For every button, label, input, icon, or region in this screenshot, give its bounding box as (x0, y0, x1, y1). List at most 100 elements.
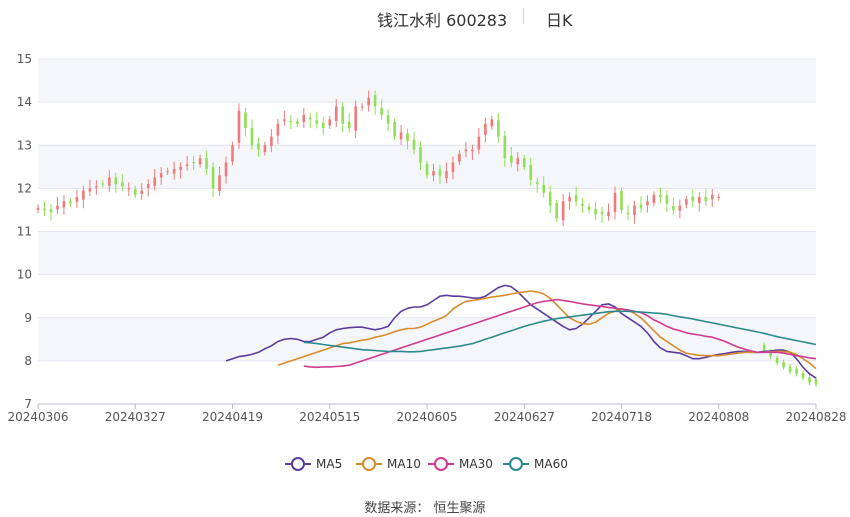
series-line-ma5 (225, 284, 817, 379)
candle (185, 164, 189, 166)
candle (464, 149, 468, 152)
series-line-ma10 (277, 290, 817, 370)
candle (315, 120, 319, 124)
candle (633, 205, 636, 216)
candle (555, 203, 558, 219)
candle (244, 112, 247, 128)
candle (438, 169, 442, 176)
candle (347, 121, 351, 128)
chart-header: 钱江水利 600283 日K (0, 0, 850, 32)
candle (257, 143, 260, 150)
candle (762, 344, 766, 351)
candle (665, 195, 669, 204)
candle (224, 162, 228, 177)
candle (198, 158, 202, 165)
candle (334, 106, 338, 122)
legend-item-ma30[interactable]: MA30 (428, 457, 493, 471)
legend-label-ma60: MA60 (534, 457, 568, 471)
candle (75, 197, 79, 202)
candle (639, 204, 643, 208)
candle (82, 190, 85, 200)
candle (782, 362, 785, 368)
candle (62, 201, 66, 208)
x-tick-label: 20240515 (299, 410, 360, 424)
candle (600, 211, 604, 215)
candle (769, 351, 772, 357)
period-label: 日K (546, 11, 573, 30)
candle (309, 117, 312, 120)
y-tick-label: 8 (24, 354, 32, 368)
candle (659, 194, 662, 197)
candle (114, 177, 118, 185)
legend-item-ma5[interactable]: MA5 (285, 457, 342, 471)
candle (646, 201, 649, 206)
candle (127, 188, 131, 190)
y-tick-label: 10 (17, 268, 32, 282)
x-tick-label: 20240419 (202, 410, 263, 424)
candle (535, 182, 539, 185)
candle (289, 121, 293, 123)
x-tick-label: 20240605 (396, 410, 457, 424)
candle (101, 183, 105, 185)
candle (587, 206, 591, 210)
x-tick-label: 20240718 (591, 410, 652, 424)
candle (788, 366, 792, 372)
candle (341, 106, 345, 124)
candle (574, 195, 578, 202)
candle (497, 120, 500, 137)
legend-label-ma5: MA5 (316, 457, 343, 471)
candle (620, 190, 623, 210)
candle (302, 115, 306, 122)
candle (159, 173, 163, 178)
candle (672, 206, 675, 210)
candle (263, 145, 267, 153)
legend-marker-ma60-icon (503, 457, 529, 471)
candle (685, 199, 688, 205)
candle (704, 197, 708, 202)
candle (801, 372, 805, 379)
candle (503, 135, 507, 159)
candle (133, 189, 137, 195)
candle (49, 209, 53, 213)
grid-band (38, 59, 816, 103)
candle (218, 175, 221, 191)
candle (698, 197, 701, 204)
candle (477, 136, 481, 150)
legend-item-ma10[interactable]: MA10 (356, 457, 421, 471)
candle (717, 197, 721, 198)
candle (419, 146, 422, 163)
candle (321, 122, 325, 128)
legend-marker-ma10-icon (356, 457, 382, 471)
legend-label-ma30: MA30 (459, 457, 493, 471)
candle (484, 123, 487, 135)
x-tick-label: 20240828 (785, 410, 846, 424)
candle (795, 368, 798, 374)
candle (490, 119, 494, 127)
candle (458, 153, 461, 162)
candle (808, 377, 811, 383)
candle (652, 194, 656, 204)
candle (386, 115, 390, 124)
candle (205, 158, 208, 169)
candle (153, 177, 156, 186)
x-tick-label: 20240327 (105, 410, 166, 424)
candle (542, 184, 545, 193)
candle (380, 108, 383, 116)
candle (710, 194, 714, 200)
candle (211, 167, 215, 189)
candle (594, 209, 597, 215)
x-tick-label: 20240627 (494, 410, 555, 424)
legend-marker-ma5-icon (285, 457, 311, 471)
candle (120, 182, 124, 187)
candle (270, 136, 273, 147)
series-line-ma60 (303, 310, 817, 353)
y-tick-label: 14 (17, 95, 32, 109)
legend-item-ma60[interactable]: MA60 (503, 457, 568, 471)
candle (95, 186, 98, 188)
candle (354, 106, 357, 131)
candle (179, 166, 182, 170)
y-tick-label: 13 (17, 138, 32, 152)
grid-band (38, 231, 816, 275)
candle (276, 123, 280, 136)
candle (140, 190, 144, 194)
